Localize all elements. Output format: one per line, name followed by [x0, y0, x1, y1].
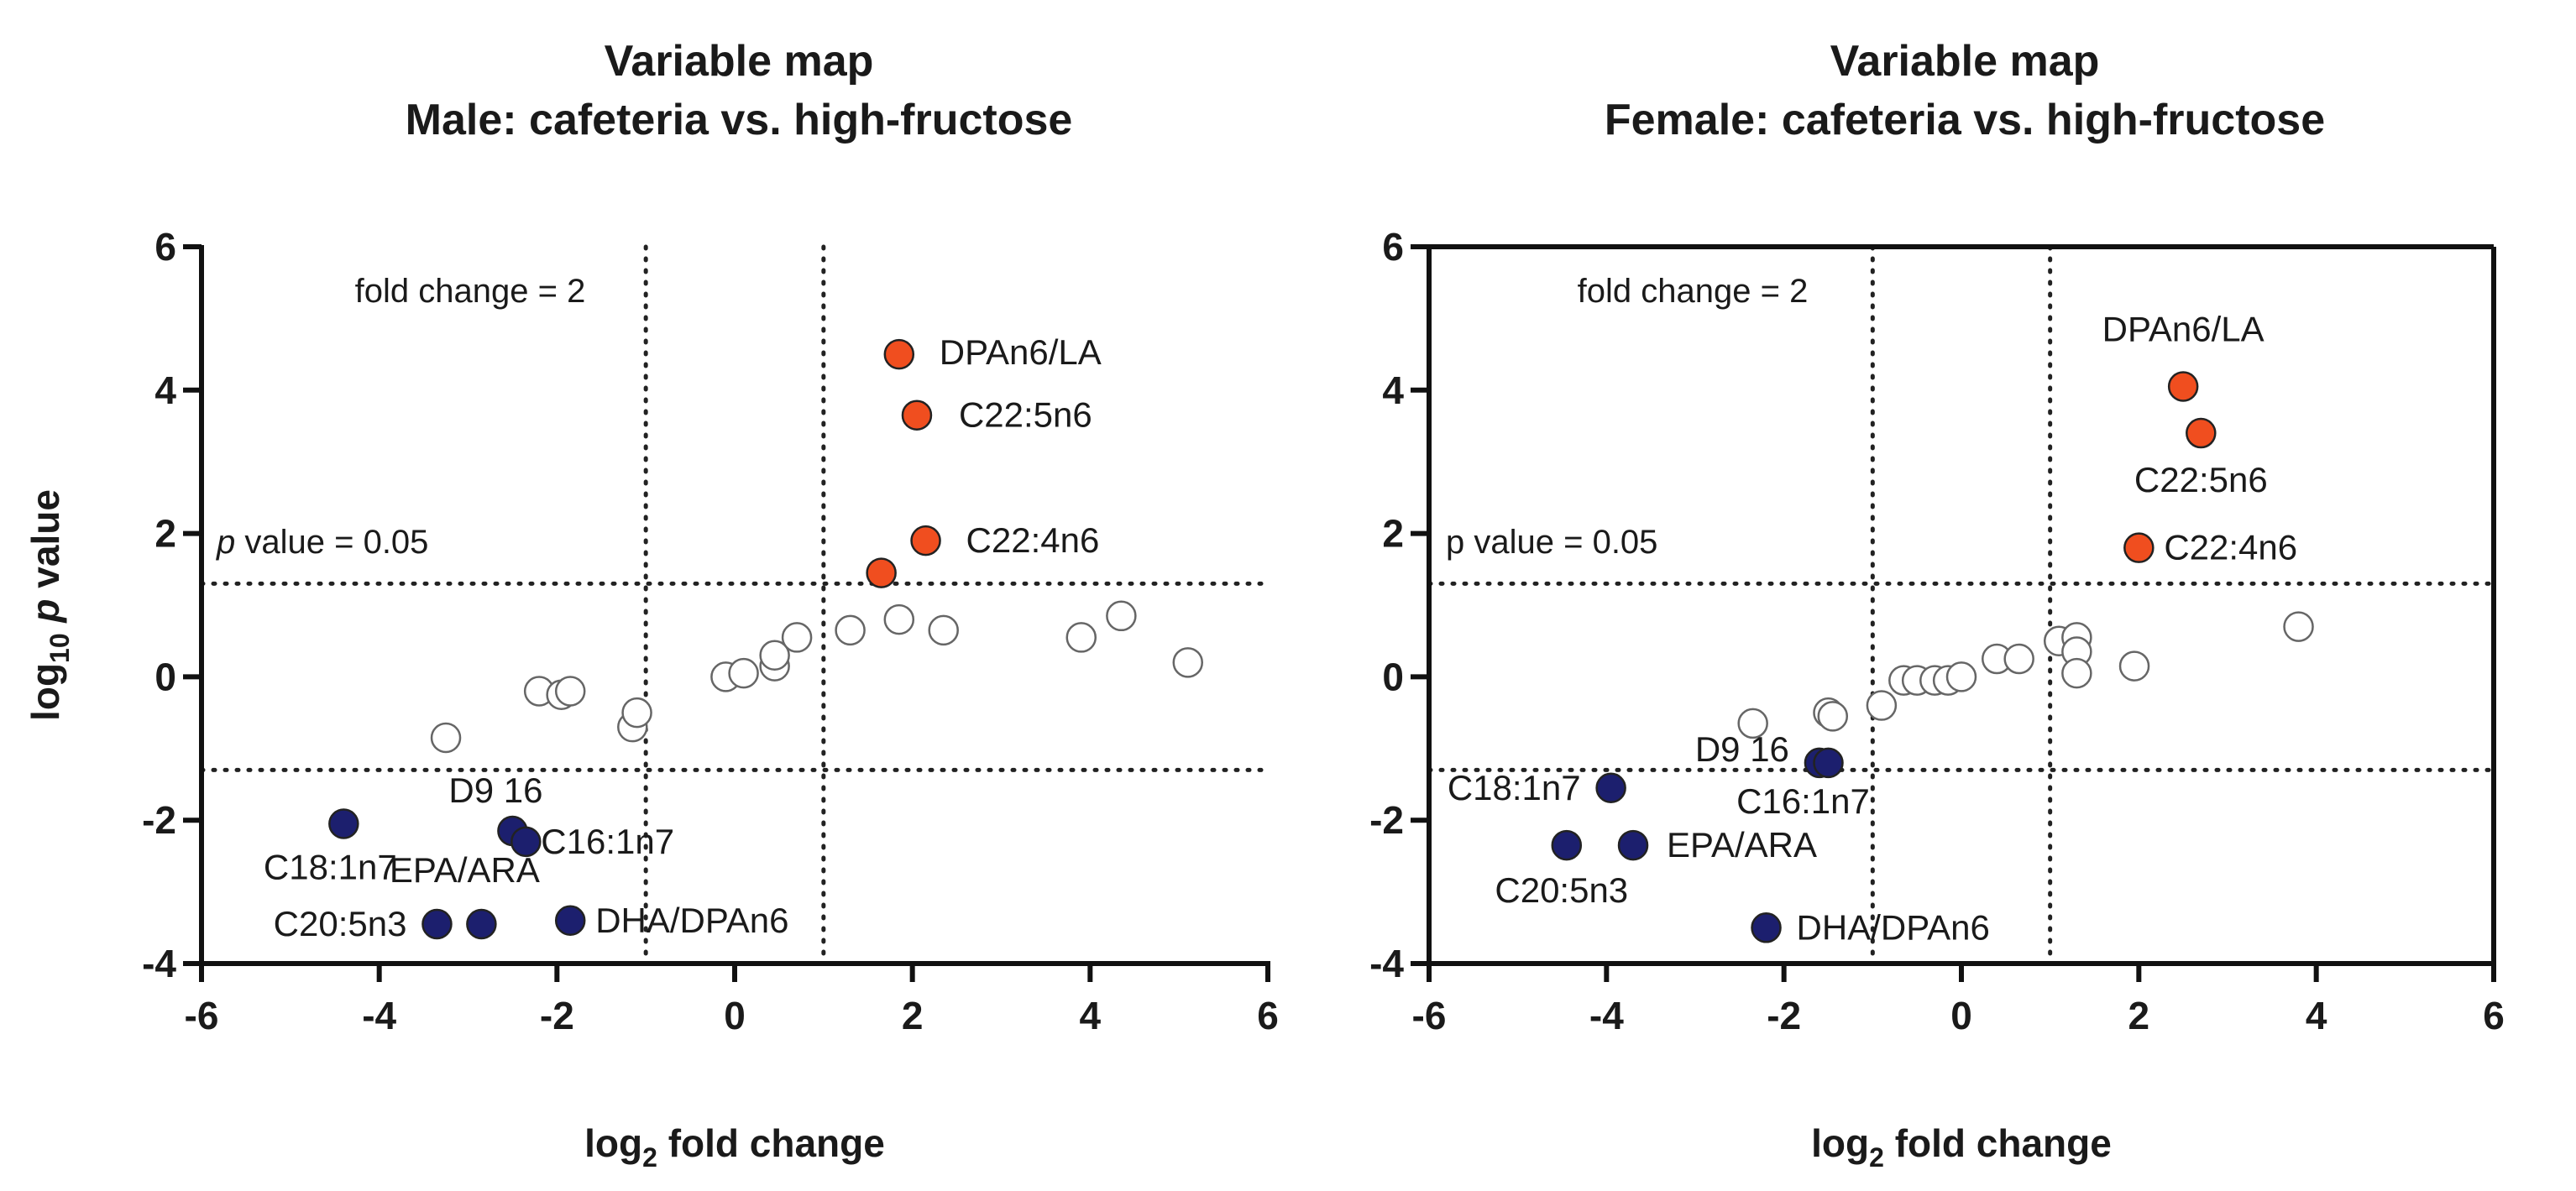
y-tick-label: -2: [1369, 798, 1404, 842]
point-label: D9 16: [1695, 729, 1789, 769]
nonsignificant-point: [781, 622, 813, 653]
x-tick-label: 2: [902, 994, 924, 1037]
point-label: DPAn6/LA: [940, 332, 1102, 372]
y-tick-label: 6: [1382, 225, 1404, 269]
nonsignificant-point: [835, 614, 866, 646]
nonsignificant-point: [2003, 643, 2034, 675]
y-tick-label: 4: [154, 368, 176, 412]
x-axis-label: log2 fold change: [1811, 1121, 2112, 1173]
x-tick-label: -2: [1767, 994, 1801, 1037]
y-tick-label: 6: [154, 225, 176, 269]
point-label: C16:1n7: [541, 822, 674, 861]
downregulated-point: [421, 908, 453, 940]
y-tick-label: 0: [1382, 655, 1404, 698]
pvalue-annotation: p value = 0.05: [216, 524, 428, 561]
point-label: EPA/ARA: [1667, 825, 1817, 865]
nonsignificant-point: [728, 657, 759, 689]
downregulated-point: [328, 808, 359, 839]
upregulated-point: [866, 557, 897, 588]
y-tick-label: 4: [1382, 368, 1404, 412]
x-tick-label: 0: [724, 994, 746, 1037]
x-tick-label: 6: [1257, 994, 1279, 1037]
point-label: C22:5n6: [959, 395, 1092, 435]
x-tick-label: 4: [1080, 994, 1102, 1037]
nonsignificant-point: [1817, 701, 1849, 732]
y-tick-label: 0: [154, 655, 176, 698]
x-tick-label: -6: [1412, 994, 1447, 1037]
chart-title-line-2: Female: cafeteria vs. high-fructose: [1605, 96, 2325, 144]
downregulated-point: [1551, 829, 1583, 861]
x-tick-label: -6: [185, 994, 219, 1037]
point-label: EPA/ARA: [390, 850, 540, 890]
chart-title-line-2: Male: cafeteria vs. high-fructose: [406, 96, 1073, 144]
downregulated-point: [1595, 772, 1626, 804]
nonsignificant-point: [2061, 657, 2092, 689]
x-axis-label: log2 fold change: [584, 1121, 885, 1173]
y-tick-label: 2: [1382, 512, 1404, 556]
upregulated-point: [910, 525, 941, 556]
point-label: C22:4n6: [966, 520, 1100, 560]
fold-change-annotation: fold change = 2: [355, 273, 586, 310]
male-volcano-panel: Variable map Male: cafeteria vs. high-fru…: [24, 37, 1279, 1173]
point-label: C18:1n7: [264, 847, 397, 886]
nonsignificant-point: [1945, 661, 1977, 692]
pvalue-annotation: p value = 0.05: [1446, 524, 1657, 561]
nonsignificant-point: [430, 722, 462, 754]
x-tick-label: -4: [362, 994, 396, 1037]
nonsignificant-point: [1737, 708, 1768, 739]
fold-change-annotation: fold change = 2: [1578, 273, 1809, 310]
female-volcano-panel: Variable map Female: cafeteria vs. high-f…: [1369, 37, 2505, 1173]
upregulated-point: [2186, 417, 2217, 449]
nonsignificant-point: [1172, 647, 1203, 678]
nonsignificant-point: [1866, 690, 1898, 721]
x-tick-label: -4: [1589, 994, 1624, 1037]
point-label: C22:5n6: [2134, 460, 2268, 499]
nonsignificant-point: [883, 603, 915, 635]
point-label: DPAn6/LA: [2102, 310, 2264, 349]
upregulated-point: [901, 400, 933, 431]
nonsignificant-point: [2118, 650, 2150, 682]
x-tick-label: 0: [1950, 994, 1972, 1037]
point-label: C18:1n7: [1448, 768, 1581, 807]
upregulated-point: [2167, 371, 2199, 402]
nonsignificant-point: [759, 640, 790, 671]
downregulated-point: [1617, 829, 1649, 861]
nonsignificant-point: [554, 676, 586, 707]
downregulated-point: [510, 826, 542, 858]
nonsignificant-point: [1106, 600, 1137, 632]
upregulated-point: [2123, 532, 2155, 563]
nonsignificant-point: [1065, 622, 1097, 653]
point-label: DHA/DPAn6: [595, 901, 788, 940]
point-label: D9 16: [448, 770, 542, 810]
downregulated-point: [1813, 747, 1844, 779]
point-label: DHA/DPAn6: [1797, 907, 1990, 947]
x-tick-label: 6: [2483, 994, 2505, 1037]
y-tick-label: -4: [142, 942, 176, 985]
y-tick-label: -4: [1369, 942, 1404, 985]
nonsignificant-point: [621, 697, 652, 729]
upregulated-point: [883, 338, 915, 370]
y-axis-label: log10 p value: [24, 489, 75, 721]
downregulated-point: [554, 905, 586, 937]
downregulated-point: [466, 908, 497, 940]
downregulated-point: [1751, 912, 1782, 943]
point-label: C16:1n7: [1736, 781, 1870, 821]
nonsignificant-point: [2283, 611, 2314, 642]
point-label: C20:5n3: [1495, 870, 1628, 910]
chart-title-line-1: Variable map: [1830, 37, 2100, 86]
x-tick-label: 4: [2306, 994, 2327, 1037]
chart-title-line-1: Variable map: [605, 37, 874, 86]
y-tick-label: 2: [154, 512, 176, 556]
y-tick-label: -2: [142, 798, 176, 842]
point-label: C20:5n3: [274, 904, 407, 943]
point-label: C22:4n6: [2164, 528, 2297, 567]
nonsignificant-point: [928, 614, 959, 646]
x-tick-label: 2: [2128, 994, 2150, 1037]
x-tick-label: -2: [540, 994, 574, 1037]
